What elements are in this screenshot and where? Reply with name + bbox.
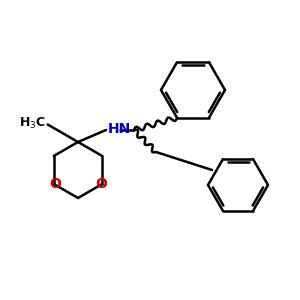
Text: O: O [95,177,107,191]
Text: O: O [49,177,61,191]
Text: H$_3$C: H$_3$C [19,116,46,131]
Text: HN: HN [108,122,131,136]
